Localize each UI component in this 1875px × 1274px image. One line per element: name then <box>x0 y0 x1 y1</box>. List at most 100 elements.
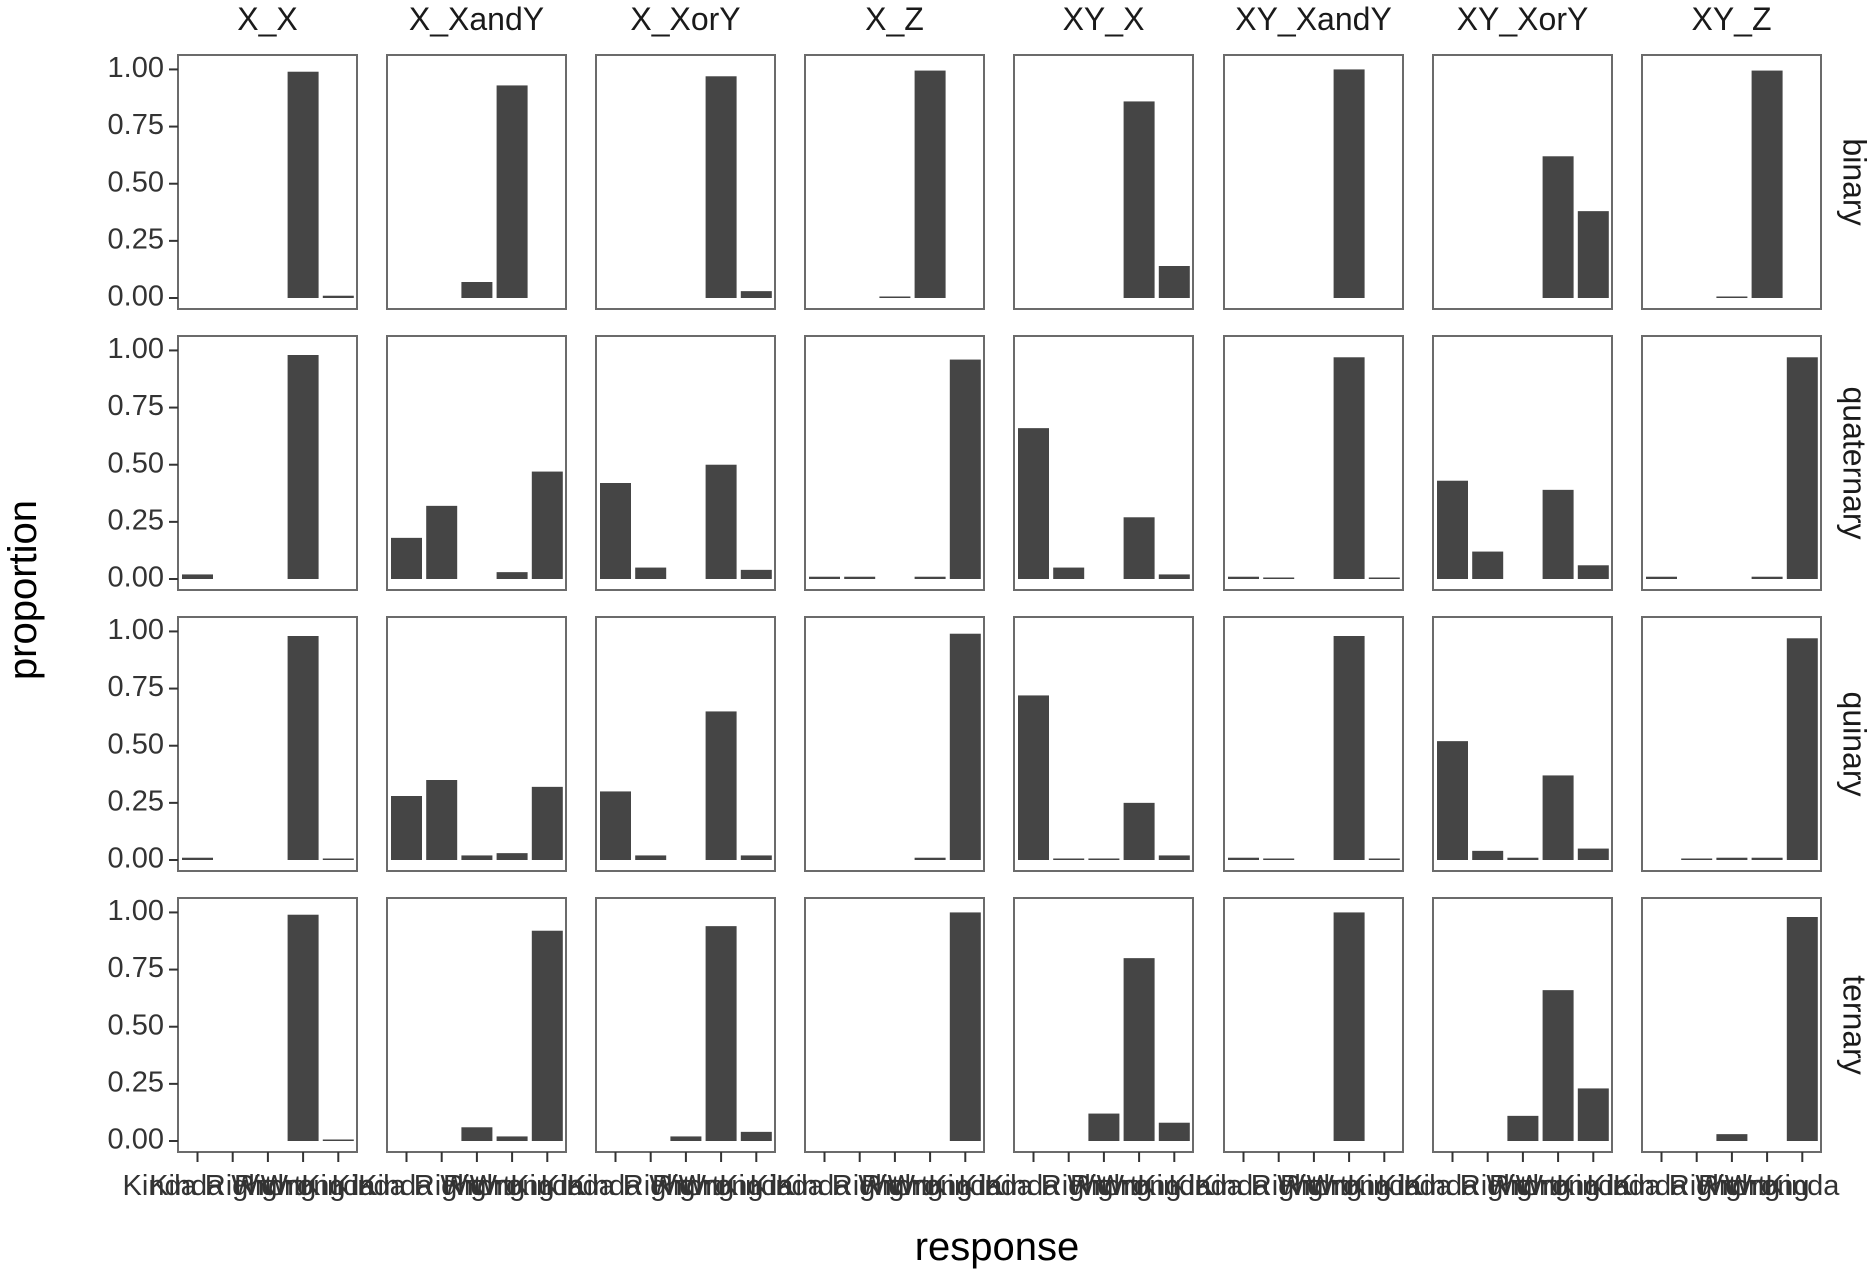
y-tick-label: 0.25 <box>108 505 164 537</box>
facet-panel <box>1223 897 1404 1153</box>
bar <box>496 85 528 298</box>
bar <box>1751 70 1783 298</box>
bar <box>914 857 946 860</box>
bar <box>391 537 422 579</box>
x-tick-label: Right <box>1070 1170 1138 1202</box>
bar <box>531 930 563 1141</box>
bar <box>287 914 319 1141</box>
bar <box>1437 480 1468 579</box>
x-tick-label: Right <box>443 1170 511 1202</box>
bar <box>1333 912 1365 1141</box>
y-tick-label: 0.75 <box>108 109 164 141</box>
bar <box>426 780 458 860</box>
bar <box>1472 551 1504 579</box>
bar <box>1123 958 1155 1141</box>
bar <box>1472 850 1504 860</box>
x-tick-label: Wrong <box>261 1170 346 1202</box>
x-tick-label: Kinda Wrong <box>358 1170 525 1202</box>
bar <box>1542 156 1574 298</box>
facet-panel <box>1223 335 1404 591</box>
bar <box>1158 574 1190 579</box>
x-tick-label: Kinda Right <box>1169 1170 1319 1202</box>
x-tick-label: Right <box>861 1170 929 1202</box>
bar <box>1577 565 1609 579</box>
bar <box>1751 857 1783 860</box>
bar <box>740 855 772 860</box>
bar <box>1577 1088 1609 1141</box>
facet-panel <box>386 54 567 310</box>
bar <box>705 926 737 1141</box>
bar <box>740 569 772 579</box>
x-tick-label: Kinda <box>1765 1170 1840 1202</box>
bar <box>1786 357 1818 579</box>
bar <box>1507 1115 1539 1141</box>
bar <box>1228 857 1259 860</box>
bar <box>1577 848 1609 860</box>
bar <box>531 471 563 579</box>
bar <box>1053 858 1085 860</box>
bar <box>1542 489 1574 579</box>
bar <box>426 505 458 579</box>
y-tick-label: 0.50 <box>108 728 164 760</box>
x-tick-label: Kinda Right <box>750 1170 900 1202</box>
facet-column-label: X_XandY <box>409 1 544 37</box>
bar <box>879 296 911 298</box>
x-tick-label: Wrong <box>1097 1170 1182 1202</box>
bar <box>1542 775 1574 860</box>
y-tick-label: 0.00 <box>108 562 164 594</box>
y-tick-label: 1.00 <box>108 52 164 84</box>
y-tick-label: 1.00 <box>108 895 164 927</box>
bar <box>1577 211 1609 298</box>
bar <box>809 576 840 579</box>
bar <box>1716 857 1748 860</box>
x-tick-label: Kinda Right <box>123 1170 273 1202</box>
facet-row-label: quaternary <box>1837 387 1873 540</box>
facet-panel <box>1223 54 1404 310</box>
x-tick-label: Wrong <box>1516 1170 1601 1202</box>
x-tick-label: Kinda Wrong <box>1195 1170 1362 1202</box>
bar <box>1123 101 1155 298</box>
bar <box>740 1131 772 1141</box>
x-tick-label: Kinda <box>1556 1170 1631 1202</box>
x-tick-label: Kinda Right <box>1587 1170 1737 1202</box>
facet-panel <box>1641 54 1822 310</box>
y-tick-label: 0.75 <box>108 671 164 703</box>
bar <box>496 572 528 579</box>
bar <box>670 1136 702 1141</box>
facet-panel <box>1223 616 1404 872</box>
x-tick-label: Kinda Wrong <box>149 1170 316 1202</box>
bar <box>461 1127 493 1141</box>
x-tick-label: Kinda Wrong <box>985 1170 1152 1202</box>
facet-column-label: XY_XorY <box>1457 1 1589 37</box>
bar <box>740 291 772 298</box>
bar <box>914 576 946 579</box>
bar <box>705 464 737 579</box>
bar <box>287 355 319 579</box>
facet-panels <box>177 54 1822 1153</box>
bar <box>1333 357 1365 579</box>
x-tick-label: Kinda <box>510 1170 585 1202</box>
x-tick-label: Kinda Wrong <box>567 1170 734 1202</box>
x-axis-title: response <box>915 1225 1080 1269</box>
facet-panel <box>595 54 776 310</box>
bar <box>635 567 667 579</box>
facet-column-label: X_Z <box>865 1 924 37</box>
x-tick-label: Kinda Wrong <box>1613 1170 1780 1202</box>
y-tick-label: 1.00 <box>108 614 164 646</box>
bar <box>949 912 981 1141</box>
x-tick-label: Kinda Wrong <box>1404 1170 1571 1202</box>
bar <box>1646 576 1677 579</box>
bar <box>1053 567 1085 579</box>
x-tick-label: Kinda <box>928 1170 1003 1202</box>
bar <box>1263 858 1295 860</box>
bar <box>1158 855 1190 860</box>
bar <box>600 483 631 579</box>
x-tick-label: Kinda <box>301 1170 376 1202</box>
bar <box>1507 857 1539 860</box>
x-tick-label: Right <box>652 1170 720 1202</box>
facet-row-label: ternary <box>1837 975 1873 1075</box>
bar <box>391 796 422 860</box>
bar <box>1751 576 1783 579</box>
